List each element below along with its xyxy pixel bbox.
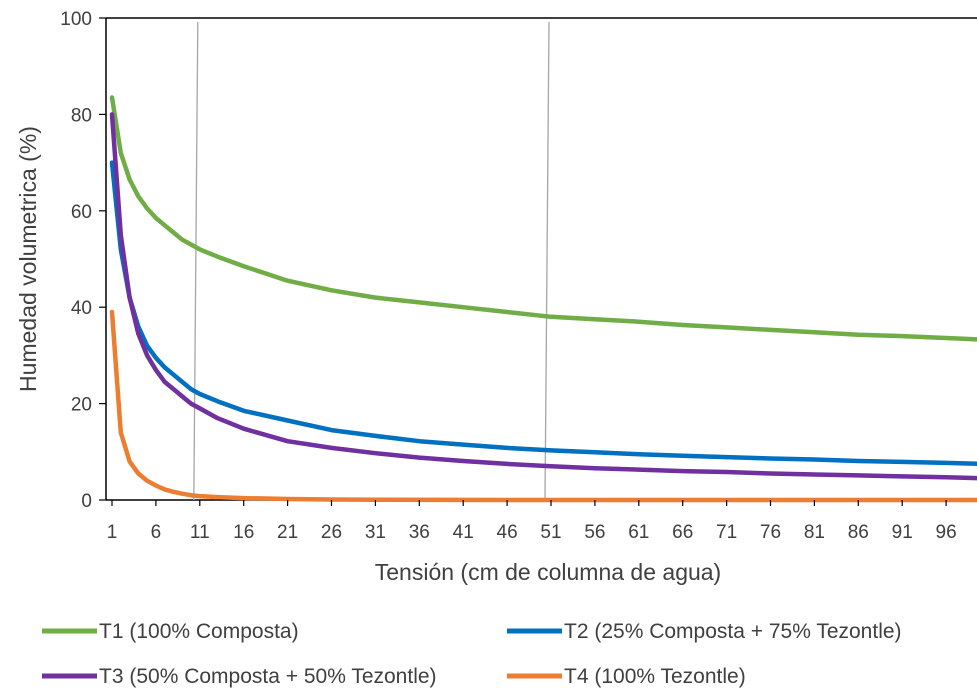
x-tick-label: 91 (892, 522, 913, 543)
x-axis-title: Tensión (cm de columna de agua) (375, 559, 721, 585)
x-tick-label: 86 (848, 522, 869, 543)
x-tick-label: 46 (497, 522, 518, 543)
y-tick-label: 80 (71, 105, 92, 126)
x-tick-label: 56 (584, 522, 605, 543)
x-tick-label: 76 (760, 522, 781, 543)
y-axis-title: Humedad volumetrica (%) (15, 126, 41, 392)
series-line (109, 112, 977, 481)
x-tick-label: 16 (233, 522, 254, 543)
legend: T1 (100% Composta) T2 (25% Composta + 75%… (42, 620, 902, 688)
x-tick-label: 41 (453, 522, 474, 543)
legend-label: T2 (25% Composta + 75% Tezontle) (564, 620, 902, 643)
y-tick-label: 40 (71, 298, 92, 319)
x-tick-label: 81 (804, 522, 825, 543)
series-line (109, 95, 977, 342)
x-tick-label: 66 (672, 522, 693, 543)
legend-label: T3 (50% Composta + 50% Tezontle) (99, 665, 437, 688)
x-tick-label: 36 (409, 522, 430, 543)
x-tick-label: 6 (151, 522, 162, 543)
legend-label: T4 (100% Tezontle) (564, 665, 746, 688)
x-tick-label: 71 (716, 522, 737, 543)
x-tick-label: 21 (277, 522, 298, 543)
x-tick-label: 96 (936, 522, 957, 543)
series-line (109, 160, 977, 467)
y-tick-label: 20 (71, 395, 92, 416)
reference-line (193, 21, 199, 501)
legend-label: T1 (100% Composta) (99, 620, 299, 643)
series-line (109, 309, 977, 503)
y-tick-label: 100 (60, 9, 92, 30)
x-tick-label: 11 (190, 522, 210, 543)
x-tick-label: 1 (107, 522, 118, 543)
x-tick-label: 26 (321, 522, 342, 543)
y-tick-label: 0 (81, 491, 92, 512)
x-tick-label: 61 (628, 522, 649, 543)
x-tick-label: 31 (365, 522, 386, 543)
x-tick-label: 51 (540, 522, 561, 543)
y-tick-label: 60 (71, 202, 92, 223)
reference-line (544, 21, 550, 501)
